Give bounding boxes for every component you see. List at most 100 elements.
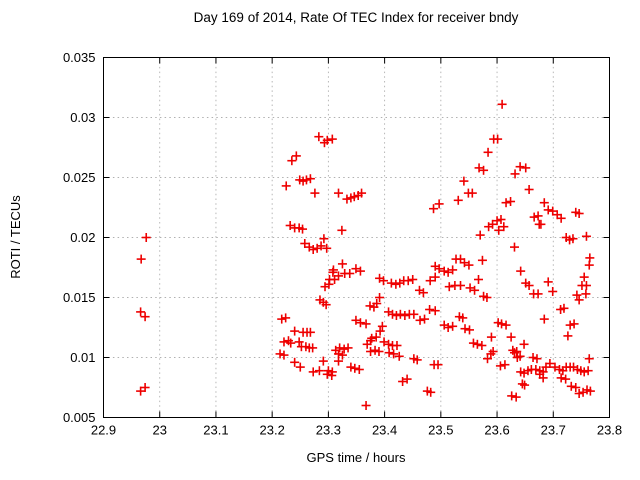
data-point-marker (482, 354, 492, 364)
x-axis-label: GPS time / hours (307, 450, 406, 465)
data-point-marker (585, 386, 595, 396)
data-point-marker (545, 359, 555, 368)
data-point-marker (583, 366, 593, 376)
x-tick-label: 22.9 (91, 423, 116, 438)
data-point-marker (342, 194, 352, 204)
data-point-marker (279, 350, 289, 360)
data-point-marker (483, 147, 493, 157)
data-point-marker (308, 245, 318, 254)
data-point-marker (361, 401, 371, 410)
data-point-marker (426, 387, 436, 397)
data-point-marker (467, 188, 477, 198)
data-point-marker (281, 313, 291, 323)
data-point-marker (394, 351, 404, 361)
data-point-marker (448, 265, 458, 275)
data-point-marker (568, 234, 578, 244)
y-axis-label: ROTI / TECUs (8, 195, 23, 279)
x-tick-label: 23.3 (316, 423, 341, 438)
data-point-marker (433, 360, 443, 370)
data-point-marker (425, 276, 435, 286)
data-point-marker (374, 347, 384, 356)
data-point-marker (377, 321, 387, 331)
data-point-marker (548, 287, 558, 296)
data-point-marker (500, 360, 510, 370)
data-point-marker (305, 327, 315, 337)
data-point-marker (318, 356, 328, 366)
data-point-marker (328, 265, 338, 275)
data-point-marker (434, 264, 444, 274)
data-point-marker (536, 219, 546, 229)
data-point-marker (511, 392, 521, 402)
data-point-marker (322, 135, 332, 145)
data-point-marker (515, 351, 525, 361)
data-point-marker (497, 99, 507, 109)
data-point-marker (528, 353, 538, 362)
data-point-marker (409, 309, 419, 319)
data-point-marker (459, 176, 469, 186)
data-point-marker (337, 259, 347, 269)
data-point-marker (539, 314, 549, 324)
data-point-marker (349, 192, 359, 202)
data-point-marker (384, 348, 394, 358)
data-point-marker (298, 224, 308, 234)
data-point-marker (464, 260, 474, 270)
data-point-marker (371, 332, 381, 342)
data-point-marker (355, 266, 365, 276)
data-point-marker (287, 156, 297, 166)
data-point-marker (425, 305, 435, 314)
data-point-marker (345, 269, 355, 278)
data-point-marker (327, 367, 337, 377)
x-tick-label: 23.6 (484, 423, 509, 438)
data-point-marker (430, 272, 440, 282)
data-point-marker (402, 374, 412, 384)
data-point-marker (556, 373, 566, 383)
data-point-marker (517, 379, 527, 389)
data-point-marker (448, 321, 458, 331)
data-point-marker (477, 341, 487, 350)
data-point-marker (506, 332, 516, 342)
data-point-marker (314, 366, 324, 376)
y-tick-label: 0.025 (63, 170, 96, 185)
data-point-marker (365, 301, 375, 311)
data-point-marker (290, 357, 300, 367)
data-point-marker (520, 380, 530, 390)
data-point-marker (370, 345, 380, 355)
data-point-marker (468, 338, 478, 348)
y-tick-label: 0.005 (63, 410, 96, 425)
data-point-marker (391, 311, 401, 320)
data-point-marker (334, 271, 344, 281)
data-point-marker (479, 165, 489, 175)
data-point-marker (510, 169, 520, 179)
data-point-marker (571, 383, 581, 392)
data-point-marker (343, 343, 353, 353)
data-point-marker (291, 151, 301, 161)
data-point-marker (334, 188, 344, 198)
data-point-marker (506, 197, 516, 206)
x-tick-label: 23.8 (597, 423, 622, 438)
data-point-marker (581, 231, 591, 241)
data-point-marker (519, 339, 529, 349)
data-point-marker (140, 312, 150, 322)
data-point-marker (366, 347, 376, 356)
data-point-marker (429, 204, 439, 214)
data-point-marker (339, 344, 349, 354)
data-point-marker (581, 289, 591, 299)
data-point-marker (301, 175, 311, 185)
data-point-marker (579, 272, 589, 282)
data-point-marker (391, 279, 401, 289)
data-point-marker (277, 314, 287, 324)
data-point-marker (501, 198, 511, 208)
data-point-marker (310, 188, 320, 198)
data-point-marker (275, 349, 285, 359)
y-tick-label: 0.035 (63, 50, 96, 65)
data-point-marker (335, 343, 345, 353)
data-point-marker (286, 338, 296, 348)
data-point-marker (281, 181, 291, 191)
data-points-series (136, 99, 595, 410)
data-point-marker (372, 299, 382, 308)
data-point-marker (499, 222, 509, 232)
data-point-marker (579, 367, 589, 377)
data-point-marker (346, 362, 356, 372)
data-point-marker (295, 362, 305, 372)
